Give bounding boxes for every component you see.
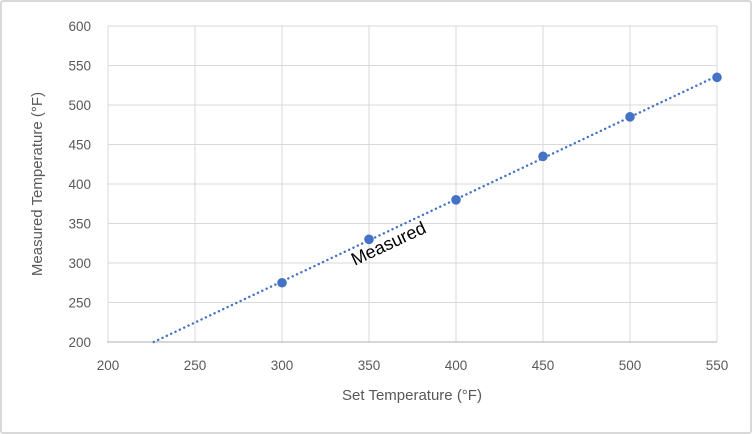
x-tick-label: 550 [706, 358, 729, 373]
y-tick-label: 450 [68, 138, 91, 153]
x-tick-label: 400 [445, 358, 468, 373]
y-tick-label: 350 [68, 217, 91, 232]
y-tick-label: 400 [68, 177, 91, 192]
x-tick-label: 200 [97, 358, 120, 373]
x-tick-label: 350 [358, 358, 381, 373]
y-tick-label: 200 [68, 335, 91, 350]
x-axis-title: Set Temperature (°F) [342, 387, 482, 404]
y-tick-label: 500 [68, 98, 91, 113]
data-point[interactable] [538, 151, 548, 162]
series-label: Measured [348, 218, 429, 270]
x-tick-label: 450 [532, 358, 555, 373]
y-tick-label: 550 [68, 59, 91, 74]
y-tick-label: 250 [68, 296, 91, 311]
y-tick-label: 600 [68, 19, 91, 34]
data-point[interactable] [625, 112, 635, 122]
x-tick-label: 250 [184, 358, 207, 373]
data-point[interactable] [364, 234, 374, 245]
x-tick-label: 300 [271, 358, 294, 373]
x-tick-label: 500 [619, 358, 642, 373]
data-point[interactable] [277, 277, 287, 288]
y-axis-title: Measured Temperature (°F) [29, 92, 46, 276]
trendline [152, 74, 719, 344]
y-tick-label: 300 [68, 256, 91, 271]
data-point[interactable] [712, 72, 722, 83]
data-point[interactable] [451, 195, 461, 205]
